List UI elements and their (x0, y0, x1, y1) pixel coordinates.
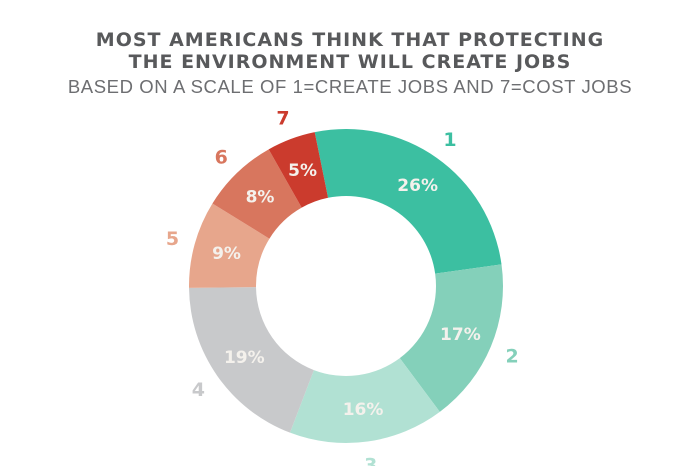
category-label-3: 3 (364, 454, 377, 466)
category-label-7: 7 (276, 107, 289, 129)
data-label-5: 9% (212, 244, 241, 264)
data-label-7: 5% (288, 161, 317, 181)
donut-slice-4 (189, 287, 314, 433)
data-label-2: 17% (440, 325, 481, 345)
data-label-3: 16% (343, 400, 384, 420)
category-label-2: 2 (505, 345, 518, 367)
chart-title-line-1: MOST AMERICANS THINK THAT PROTECTING (95, 29, 605, 51)
donut-slice-2 (399, 264, 503, 412)
category-label-1: 1 (443, 129, 456, 151)
donut-slice-6 (212, 149, 302, 239)
data-label-4: 19% (224, 348, 265, 368)
donut-slice-5 (189, 203, 270, 288)
donut-slice-3 (289, 358, 440, 444)
data-label-6: 8% (246, 188, 275, 208)
donut-slice-7 (268, 132, 329, 208)
chart-title-line-2: THE ENVIRONMENT WILL CREATE JOBS (128, 51, 572, 73)
category-label-4: 4 (192, 379, 205, 401)
data-label-1: 26% (397, 176, 438, 196)
category-label-5: 5 (166, 228, 179, 250)
category-label-6: 6 (215, 146, 228, 168)
donut-slice-1 (314, 129, 502, 274)
chart-subtitle: BASED ON A SCALE OF 1=CREATE JOBS AND 7=… (67, 76, 633, 97)
